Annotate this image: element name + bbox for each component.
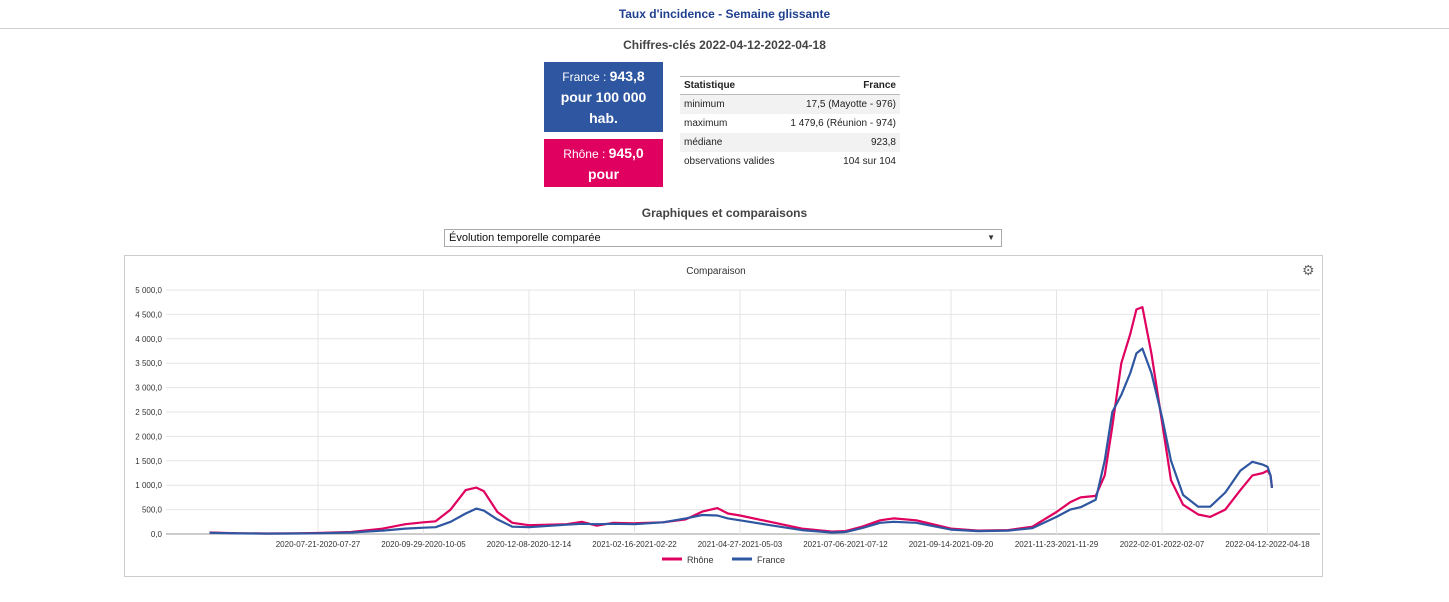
table-row: minimum 17,5 (Mayotte - 976)	[680, 94, 900, 114]
table-cell: observations valides	[684, 156, 775, 167]
france-kpi-card: France : 943,8 pour 100 000 hab.	[544, 62, 663, 132]
table-cell: maximum	[684, 118, 728, 129]
chart-type-select-value: Évolution temporelle comparée	[449, 232, 601, 244]
rhone-kpi-unit: 100 000 hab.	[561, 187, 646, 203]
table-row: observations valides 104 sur 104	[680, 152, 900, 171]
france-kpi-value: 943,8	[609, 68, 645, 84]
table-header-france: France	[782, 76, 900, 95]
table-cell: 1 479,6 (Réunion - 974)	[790, 118, 896, 129]
table-cell: 104 sur 104	[843, 156, 896, 167]
france-kpi-unit: pour 100 000 hab.	[560, 89, 647, 126]
rhone-kpi-value: 945,0 pour	[587, 145, 644, 182]
table-cell: 923,8	[782, 133, 900, 152]
chevron-down-icon: ▼	[987, 233, 995, 242]
page-title: Taux d'incidence - Semaine glissante	[0, 0, 1449, 29]
gear-icon[interactable]: ⚙	[1302, 262, 1315, 278]
chart-container	[124, 255, 1323, 577]
rhone-kpi-label: Rhône :	[563, 147, 609, 161]
table-cell: minimum	[680, 94, 783, 114]
rhone-kpi-card: Rhône : 945,0 pour 100 000 hab.	[544, 139, 663, 203]
statistics-table: Statistique France minimum 17,5 (Mayotte…	[680, 76, 900, 171]
comparisons-title: Graphiques et comparaisons	[641, 206, 808, 220]
table-header-row: Statistique France	[680, 76, 900, 95]
table-cell: médiane	[680, 133, 783, 152]
table-cell: 17,5 (Mayotte - 976)	[782, 94, 900, 114]
key-figures-title: Chiffres-clés 2022-04-12-2022-04-18	[623, 38, 826, 52]
chart-type-select[interactable]: Évolution temporelle comparée ▼	[444, 229, 1002, 247]
france-kpi-label: France :	[562, 70, 610, 84]
table-row: médiane 923,8	[680, 133, 900, 152]
table-header-statistique: Statistique	[680, 76, 783, 95]
table-row: maximum 1 479,6 (Réunion - 974)	[680, 114, 900, 133]
